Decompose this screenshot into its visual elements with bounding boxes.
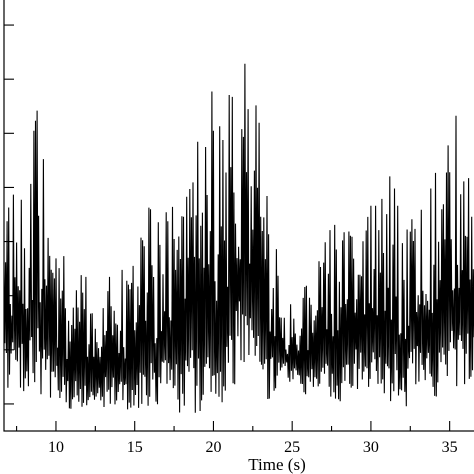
x-tick-label: 20 [205, 439, 221, 456]
series-line [3, 63, 474, 413]
x-tick-label: 25 [284, 439, 300, 456]
x-tick-label: 30 [363, 439, 379, 456]
x-tick-labels: 10 15 20 25 30 35 [48, 439, 458, 456]
x-tick-label: 35 [442, 439, 458, 456]
x-tick-label: 10 [48, 439, 64, 456]
plot-frame [3, 0, 474, 432]
x-axis-title: Time (s) [248, 455, 305, 474]
x-tick-label: 15 [127, 439, 143, 456]
